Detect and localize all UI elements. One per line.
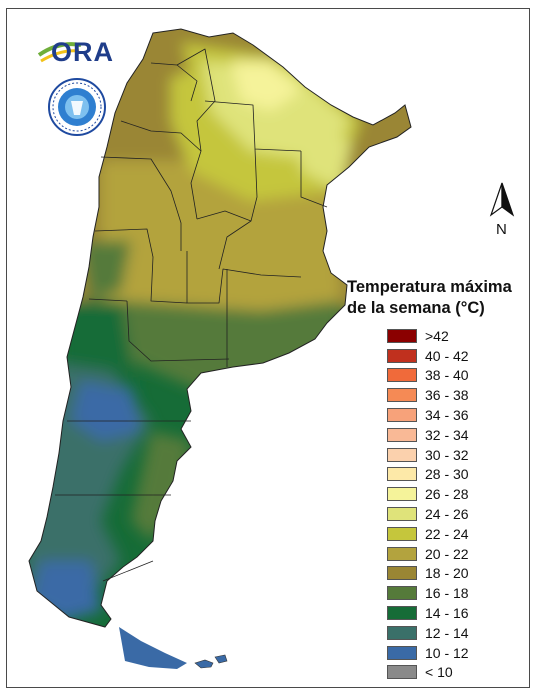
legend-swatch <box>387 665 417 680</box>
ora-logo-text: ORA <box>51 37 114 67</box>
legend-label: 34 - 36 <box>425 407 469 424</box>
legend-row: 20 - 22 <box>387 544 517 564</box>
legend-swatch <box>387 526 417 541</box>
legend-row: 24 - 26 <box>387 504 517 524</box>
tierra-del-fuego-island <box>119 627 187 669</box>
legend-swatch <box>387 625 417 640</box>
legend-row: 22 - 24 <box>387 524 517 544</box>
legend-row: 32 - 34 <box>387 425 517 445</box>
legend-row: 16 - 18 <box>387 583 517 603</box>
legend-label: 40 - 42 <box>425 347 469 364</box>
legend-label: 32 - 34 <box>425 426 469 443</box>
legend-label: < 10 <box>425 664 453 681</box>
smn-argentina-seal-icon <box>47 77 107 137</box>
north-arrow: N <box>487 181 517 241</box>
ora-logo: ORA <box>37 35 117 71</box>
legend-row: 18 - 20 <box>387 564 517 584</box>
legend-swatch <box>387 566 417 581</box>
legend-label: 36 - 38 <box>425 387 469 404</box>
legend-swatch <box>387 388 417 403</box>
legend-label: >42 <box>425 327 449 344</box>
legend-label: 24 - 26 <box>425 506 469 523</box>
legend-label: 38 - 40 <box>425 367 469 384</box>
legend-row: 34 - 36 <box>387 405 517 425</box>
legend-row: >42 <box>387 326 517 346</box>
legend-swatch <box>387 467 417 482</box>
legend-swatch <box>387 328 417 343</box>
legend-swatch <box>387 586 417 601</box>
legend-row: 12 - 14 <box>387 623 517 643</box>
legend-label: 20 - 22 <box>425 545 469 562</box>
temperature-legend: Temperatura máxima de la semana (°C) >42… <box>347 277 517 682</box>
province-boundaries <box>55 48 328 582</box>
legend-label: 30 - 32 <box>425 446 469 463</box>
legend-label: 26 - 28 <box>425 486 469 503</box>
legend-row: 36 - 38 <box>387 385 517 405</box>
legend-label: 10 - 12 <box>425 644 469 661</box>
legend-swatch <box>387 447 417 462</box>
country-outline <box>28 28 412 628</box>
legend-row: 30 - 32 <box>387 445 517 465</box>
argentina-temperature-map <box>28 28 412 669</box>
legend-label: 28 - 30 <box>425 466 469 483</box>
legend-swatch <box>387 487 417 502</box>
north-arrow-icon <box>489 182 515 217</box>
legend-rows: >42 40 - 42 38 - 40 36 - 38 34 - 36 32 - 34 30… <box>347 326 517 682</box>
legend-swatch <box>387 427 417 442</box>
legend-swatch <box>387 645 417 660</box>
legend-swatch <box>387 368 417 383</box>
legend-title: Temperatura máxima de la semana (°C) <box>347 278 512 317</box>
legend-label: 14 - 16 <box>425 605 469 622</box>
legend-label: 12 - 14 <box>425 624 469 641</box>
legend-swatch <box>387 408 417 423</box>
malvinas-islands <box>194 654 228 669</box>
legend-swatch <box>387 546 417 561</box>
legend-row: 40 - 42 <box>387 346 517 366</box>
legend-row: 10 - 12 <box>387 643 517 663</box>
ora-swoosh-icon <box>37 42 82 63</box>
legend-row: 38 - 40 <box>387 366 517 386</box>
legend-label: 22 - 24 <box>425 525 469 542</box>
legend-label: 18 - 20 <box>425 565 469 582</box>
map-frame: ORA N Temperatura máxima de la semana (°… <box>6 8 530 688</box>
legend-swatch <box>387 348 417 363</box>
legend-row: 14 - 16 <box>387 603 517 623</box>
legend-label: 16 - 18 <box>425 585 469 602</box>
legend-swatch <box>387 507 417 522</box>
legend-row: 26 - 28 <box>387 484 517 504</box>
legend-row: < 10 <box>387 663 517 683</box>
legend-row: 28 - 30 <box>387 465 517 485</box>
legend-swatch <box>387 606 417 621</box>
north-label: N <box>496 221 507 238</box>
